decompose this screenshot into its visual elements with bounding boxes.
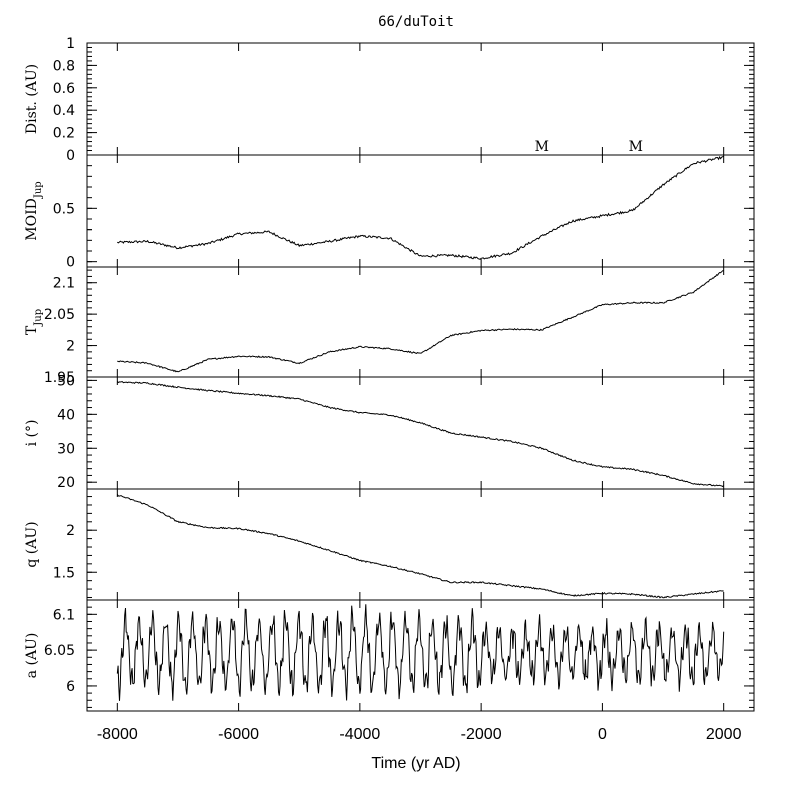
x-tick-label: 0 (598, 726, 607, 743)
y-tick-label: 1.95 (44, 370, 75, 386)
panel-q: 1.5 2 q (AU) (24, 488, 755, 601)
series-line-q (116, 494, 724, 599)
x-tick-label: -2000 (461, 726, 502, 743)
y-tick-label: 6 (66, 679, 75, 695)
close-approach-marker: M (629, 139, 643, 155)
y-tick-label: 2.05 (44, 307, 75, 323)
y-tick-label: 1 (66, 36, 75, 52)
y-tick-label: 2 (66, 339, 75, 355)
panel-frame (86, 266, 755, 378)
y-tick-label: 0.8 (53, 58, 75, 74)
close-approach-marker: M (535, 139, 549, 155)
y-axis-label: i (°) (24, 420, 40, 447)
y-tick-label: 30 (57, 441, 75, 457)
panel-frame (86, 154, 755, 268)
panel-frame (86, 376, 755, 490)
y-axis-label-main: i (°) (24, 420, 40, 447)
panel-frame (86, 488, 755, 601)
series-line-moid (116, 155, 724, 260)
y-axis-label: a (AU) (24, 633, 40, 679)
y-axis-label-main: MOID (24, 198, 40, 241)
x-tick-label: -4000 (339, 726, 380, 743)
panel-a: 6 6.05 6.1 a (AU) (24, 599, 755, 712)
x-tick-label: 2000 (706, 726, 742, 743)
panel-incl: 20 30 40 50 i (°) (24, 373, 755, 491)
series-line-incl (116, 381, 725, 488)
y-axis-label-main: T (24, 325, 40, 335)
y-tick-label: 0.6 (53, 81, 75, 97)
panel-moid: 0 0.5 MOIDJup (24, 154, 755, 271)
x-axis-label: Time (yr AD) (371, 755, 460, 772)
y-tick-label: 0.4 (53, 103, 75, 119)
y-tick-label: 0 (66, 148, 75, 164)
y-axis-label: MOIDJup (24, 181, 44, 240)
x-tick-label: -6000 (218, 726, 259, 743)
y-tick-label: 40 (57, 407, 75, 423)
panel-frame (86, 599, 755, 712)
y-axis-label: TJup (24, 309, 44, 335)
y-axis-label: q (AU) (24, 521, 40, 567)
y-axis-label-sub: Jup (33, 181, 44, 199)
y-tick-label: 50 (57, 373, 75, 389)
series-line-a (116, 604, 725, 701)
y-axis-label-main: Dist. (AU) (24, 64, 40, 134)
y-axis-label: Dist. (AU) (24, 64, 40, 134)
y-tick-label: 2.1 (53, 276, 75, 292)
y-axis-label-sub: Jup (33, 309, 44, 327)
y-axis-label-main: a (AU) (24, 633, 40, 679)
y-tick-label: 2 (66, 523, 75, 539)
y-tick-label: 0 (66, 255, 75, 271)
y-tick-label: 1.5 (53, 565, 75, 581)
panel-tjup: 1.95 2 2.05 2.1 TJup (24, 266, 755, 386)
y-tick-label: 0.2 (53, 126, 75, 142)
x-axis: -8000 -6000 -4000 -2000 0 2000 (97, 726, 742, 743)
panel-frame (86, 42, 755, 156)
panel-dist: 0 0.2 0.4 0.6 0.8 1 Dist. (AU) M M (24, 36, 755, 164)
y-tick-label: 6.1 (53, 607, 75, 623)
chart-title: 66/duToit (378, 14, 454, 30)
y-tick-label: 6.05 (44, 643, 75, 659)
x-tick-label: -8000 (97, 726, 138, 743)
y-tick-label: 0.5 (53, 201, 75, 217)
series-line-tjup (117, 270, 724, 373)
y-axis-label-main: q (AU) (24, 521, 40, 567)
y-tick-label: 20 (57, 475, 75, 491)
